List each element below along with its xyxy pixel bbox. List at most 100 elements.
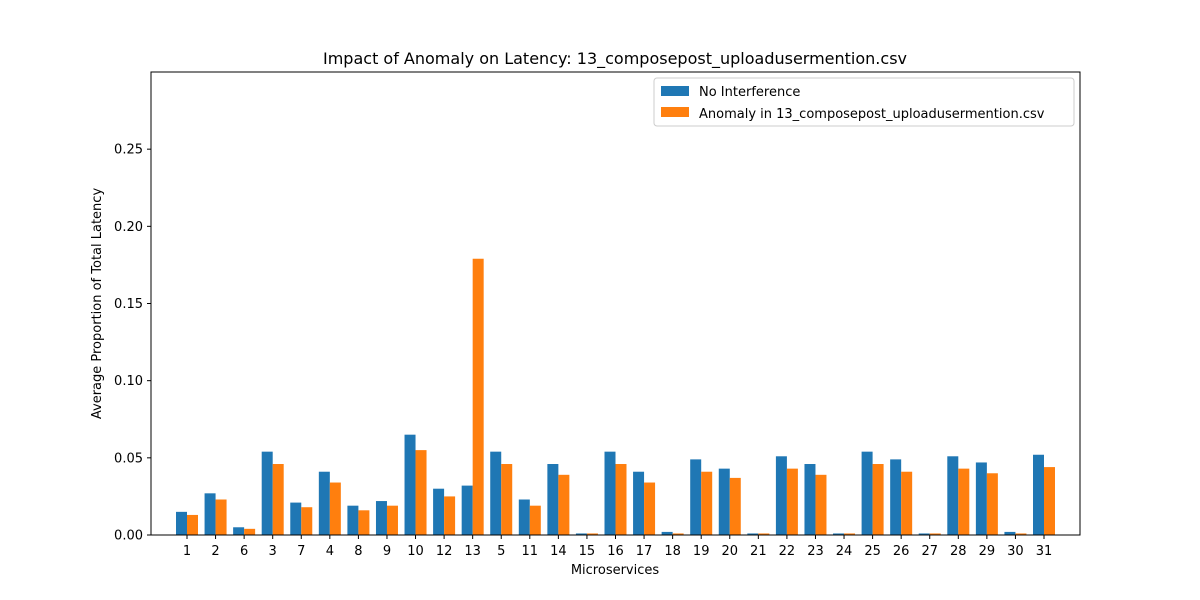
x-tick-label: 14	[550, 544, 567, 559]
bar-no-interference-21	[747, 533, 759, 535]
bar-no-interference-7	[290, 502, 302, 535]
bar-anomaly-12	[444, 496, 456, 535]
x-tick-label: 1	[183, 544, 191, 559]
bar-anomaly-4	[329, 482, 341, 535]
x-tick-label: 11	[522, 544, 539, 559]
x-tick-label: 21	[750, 544, 767, 559]
bar-no-interference-18	[661, 531, 673, 535]
bar-no-interference-10	[404, 434, 416, 535]
x-tick-label: 18	[664, 544, 681, 559]
y-tick-label: 0.10	[114, 374, 143, 389]
bar-anomaly-16	[615, 464, 627, 535]
bar-no-interference-24	[833, 533, 845, 535]
x-tick-label: 17	[636, 544, 653, 559]
x-tick-label: 2	[211, 544, 219, 559]
bar-anomaly-25	[872, 464, 884, 535]
bar-anomaly-9	[386, 505, 398, 535]
x-tick-label: 15	[579, 544, 596, 559]
x-axis-label: Microservices	[571, 563, 660, 578]
bar-no-interference-27	[918, 533, 930, 535]
legend: No Interference Anomaly in 13_composepos…	[653, 77, 1075, 127]
bar-no-interference-16	[604, 451, 616, 535]
bar-anomaly-28	[958, 468, 970, 535]
x-tick-label: 23	[807, 544, 824, 559]
bar-no-interference-26	[890, 459, 902, 535]
bar-no-interference-19	[690, 459, 702, 535]
x-tick-label: 8	[354, 544, 362, 559]
bar-anomaly-29	[986, 473, 998, 535]
bar-anomaly-5	[501, 464, 513, 535]
bar-no-interference-5	[490, 451, 502, 535]
bar-anomaly-24	[844, 533, 856, 535]
x-tick-label: 29	[979, 544, 996, 559]
bar-anomaly-3	[272, 464, 284, 535]
x-tick-label: 12	[436, 544, 453, 559]
bar-anomaly-26	[901, 471, 913, 535]
bar-no-interference-22	[775, 456, 787, 535]
x-tick-label: 22	[779, 544, 796, 559]
bar-no-interference-8	[347, 505, 359, 535]
bar-no-interference-20	[718, 468, 730, 535]
bar-anomaly-10	[415, 450, 427, 535]
bar-no-interference-12	[433, 488, 445, 535]
x-tick-label: 31	[1036, 544, 1053, 559]
bar-no-interference-4	[318, 471, 330, 535]
bar-no-interference-2	[204, 493, 216, 535]
bar-no-interference-11	[518, 499, 530, 535]
y-tick-label: 0.00	[114, 529, 143, 544]
bar-no-interference-15	[575, 533, 587, 535]
bar-no-interference-1	[176, 511, 187, 535]
x-tick-label: 7	[297, 544, 305, 559]
bar-no-interference-30	[1004, 531, 1016, 535]
bar-anomaly-17	[644, 482, 656, 535]
bar-no-interference-29	[975, 462, 987, 535]
legend-swatch-anomaly	[661, 107, 689, 117]
legend-label-no-interference: No Interference	[699, 85, 800, 100]
bar-no-interference-9	[375, 501, 387, 535]
bar-anomaly-14	[558, 474, 570, 535]
legend-swatch-no-interference	[661, 86, 689, 96]
x-tick-label: 5	[497, 544, 505, 559]
bar-no-interference-31	[1033, 454, 1044, 535]
x-tick-label: 4	[326, 544, 334, 559]
x-axis: 1 2 6 3 7 4 8 9 10 12 13 5 11 14 15 16 17 18 19 20 21 22 23 24 2…	[183, 535, 1052, 559]
bar-anomaly-30	[1015, 533, 1027, 535]
bar-no-interference-25	[861, 451, 873, 535]
bar-no-interference-6	[233, 527, 245, 535]
bar-no-interference-14	[547, 464, 559, 535]
y-tick-label: 0.20	[114, 220, 143, 235]
bar-anomaly-7	[301, 507, 313, 535]
x-tick-label: 27	[921, 544, 938, 559]
x-tick-label: 19	[693, 544, 710, 559]
bar-anomaly-19	[701, 471, 713, 535]
bar-anomaly-2	[215, 499, 227, 535]
legend-box	[653, 77, 1075, 127]
bar-anomaly-15	[586, 533, 598, 535]
bar-no-interference-17	[633, 471, 645, 535]
x-tick-label: 9	[383, 544, 391, 559]
bar-no-interference-3	[261, 451, 273, 535]
x-tick-label: 16	[607, 544, 624, 559]
x-tick-label: 30	[1007, 544, 1024, 559]
bar-anomaly-31	[1044, 467, 1055, 535]
bar-no-interference-23	[804, 464, 816, 535]
bar-anomaly-18	[672, 533, 684, 535]
x-tick-label: 10	[407, 544, 424, 559]
x-tick-label: 13	[464, 544, 481, 559]
x-tick-label: 24	[836, 544, 853, 559]
bar-anomaly-21	[758, 533, 770, 535]
plot-frame	[150, 71, 1081, 536]
bar-anomaly-27	[929, 533, 941, 535]
bar-anomaly-11	[529, 505, 541, 535]
bar-anomaly-23	[815, 474, 827, 535]
x-tick-label: 20	[721, 544, 738, 559]
bar-anomaly-8	[358, 510, 370, 535]
x-tick-label: 25	[864, 544, 881, 559]
y-axis: 0.00 0.05 0.10 0.15 0.20 0.25	[114, 143, 151, 544]
bar-no-interference-28	[947, 456, 959, 535]
bar-anomaly-13	[472, 258, 484, 535]
legend-label-anomaly: Anomaly in 13_composepost_uploaduserment…	[699, 107, 1045, 122]
x-tick-label: 28	[950, 544, 967, 559]
x-tick-label: 26	[893, 544, 910, 559]
